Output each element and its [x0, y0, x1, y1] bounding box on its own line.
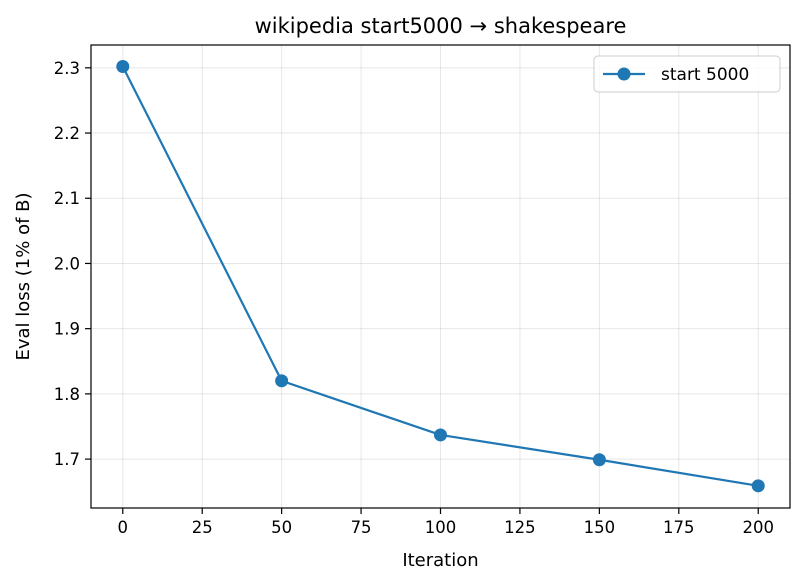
data-point [434, 428, 447, 442]
y-tick-label: 1.9 [54, 320, 80, 339]
y-tick-label: 1.8 [54, 385, 80, 404]
legend-marker-swatch [617, 67, 631, 81]
x-tick-label: 200 [742, 518, 774, 537]
y-tick-label: 2.0 [54, 254, 80, 273]
ticks: 0 25 50 75 100 125 150 175 200 1.7 1.8 1.9 2.0 2.1 2.2… [54, 59, 774, 537]
y-tick-label: 2.1 [54, 189, 80, 208]
legend-box [593, 55, 781, 93]
data-point [592, 453, 606, 467]
grid [91, 45, 790, 508]
y-tick-label: 2.3 [54, 59, 80, 78]
legend-entry-label: start 5000 [661, 65, 749, 85]
x-tick-label: 25 [192, 518, 213, 537]
x-tick-label: 50 [271, 518, 292, 537]
legend: start 5000 [593, 55, 781, 93]
y-axis-label: Eval loss (1% of B) [13, 192, 34, 360]
x-tick-label: 150 [584, 518, 616, 537]
y-tick-label: 1.7 [54, 450, 80, 469]
x-tick-label: 75 [351, 518, 372, 537]
x-tick-label: 0 [118, 518, 129, 537]
data-point [751, 479, 765, 493]
chart-title: wikipedia start5000 → shakespeare [255, 14, 627, 38]
data-point [116, 60, 130, 74]
x-tick-label: 175 [663, 518, 695, 537]
y-tick-label: 2.2 [54, 124, 80, 143]
data-point [275, 374, 289, 388]
x-axis-label: Iteration [402, 550, 478, 571]
x-tick-label: 100 [425, 518, 457, 537]
series-layer [116, 60, 765, 493]
x-tick-label: 125 [504, 518, 536, 537]
